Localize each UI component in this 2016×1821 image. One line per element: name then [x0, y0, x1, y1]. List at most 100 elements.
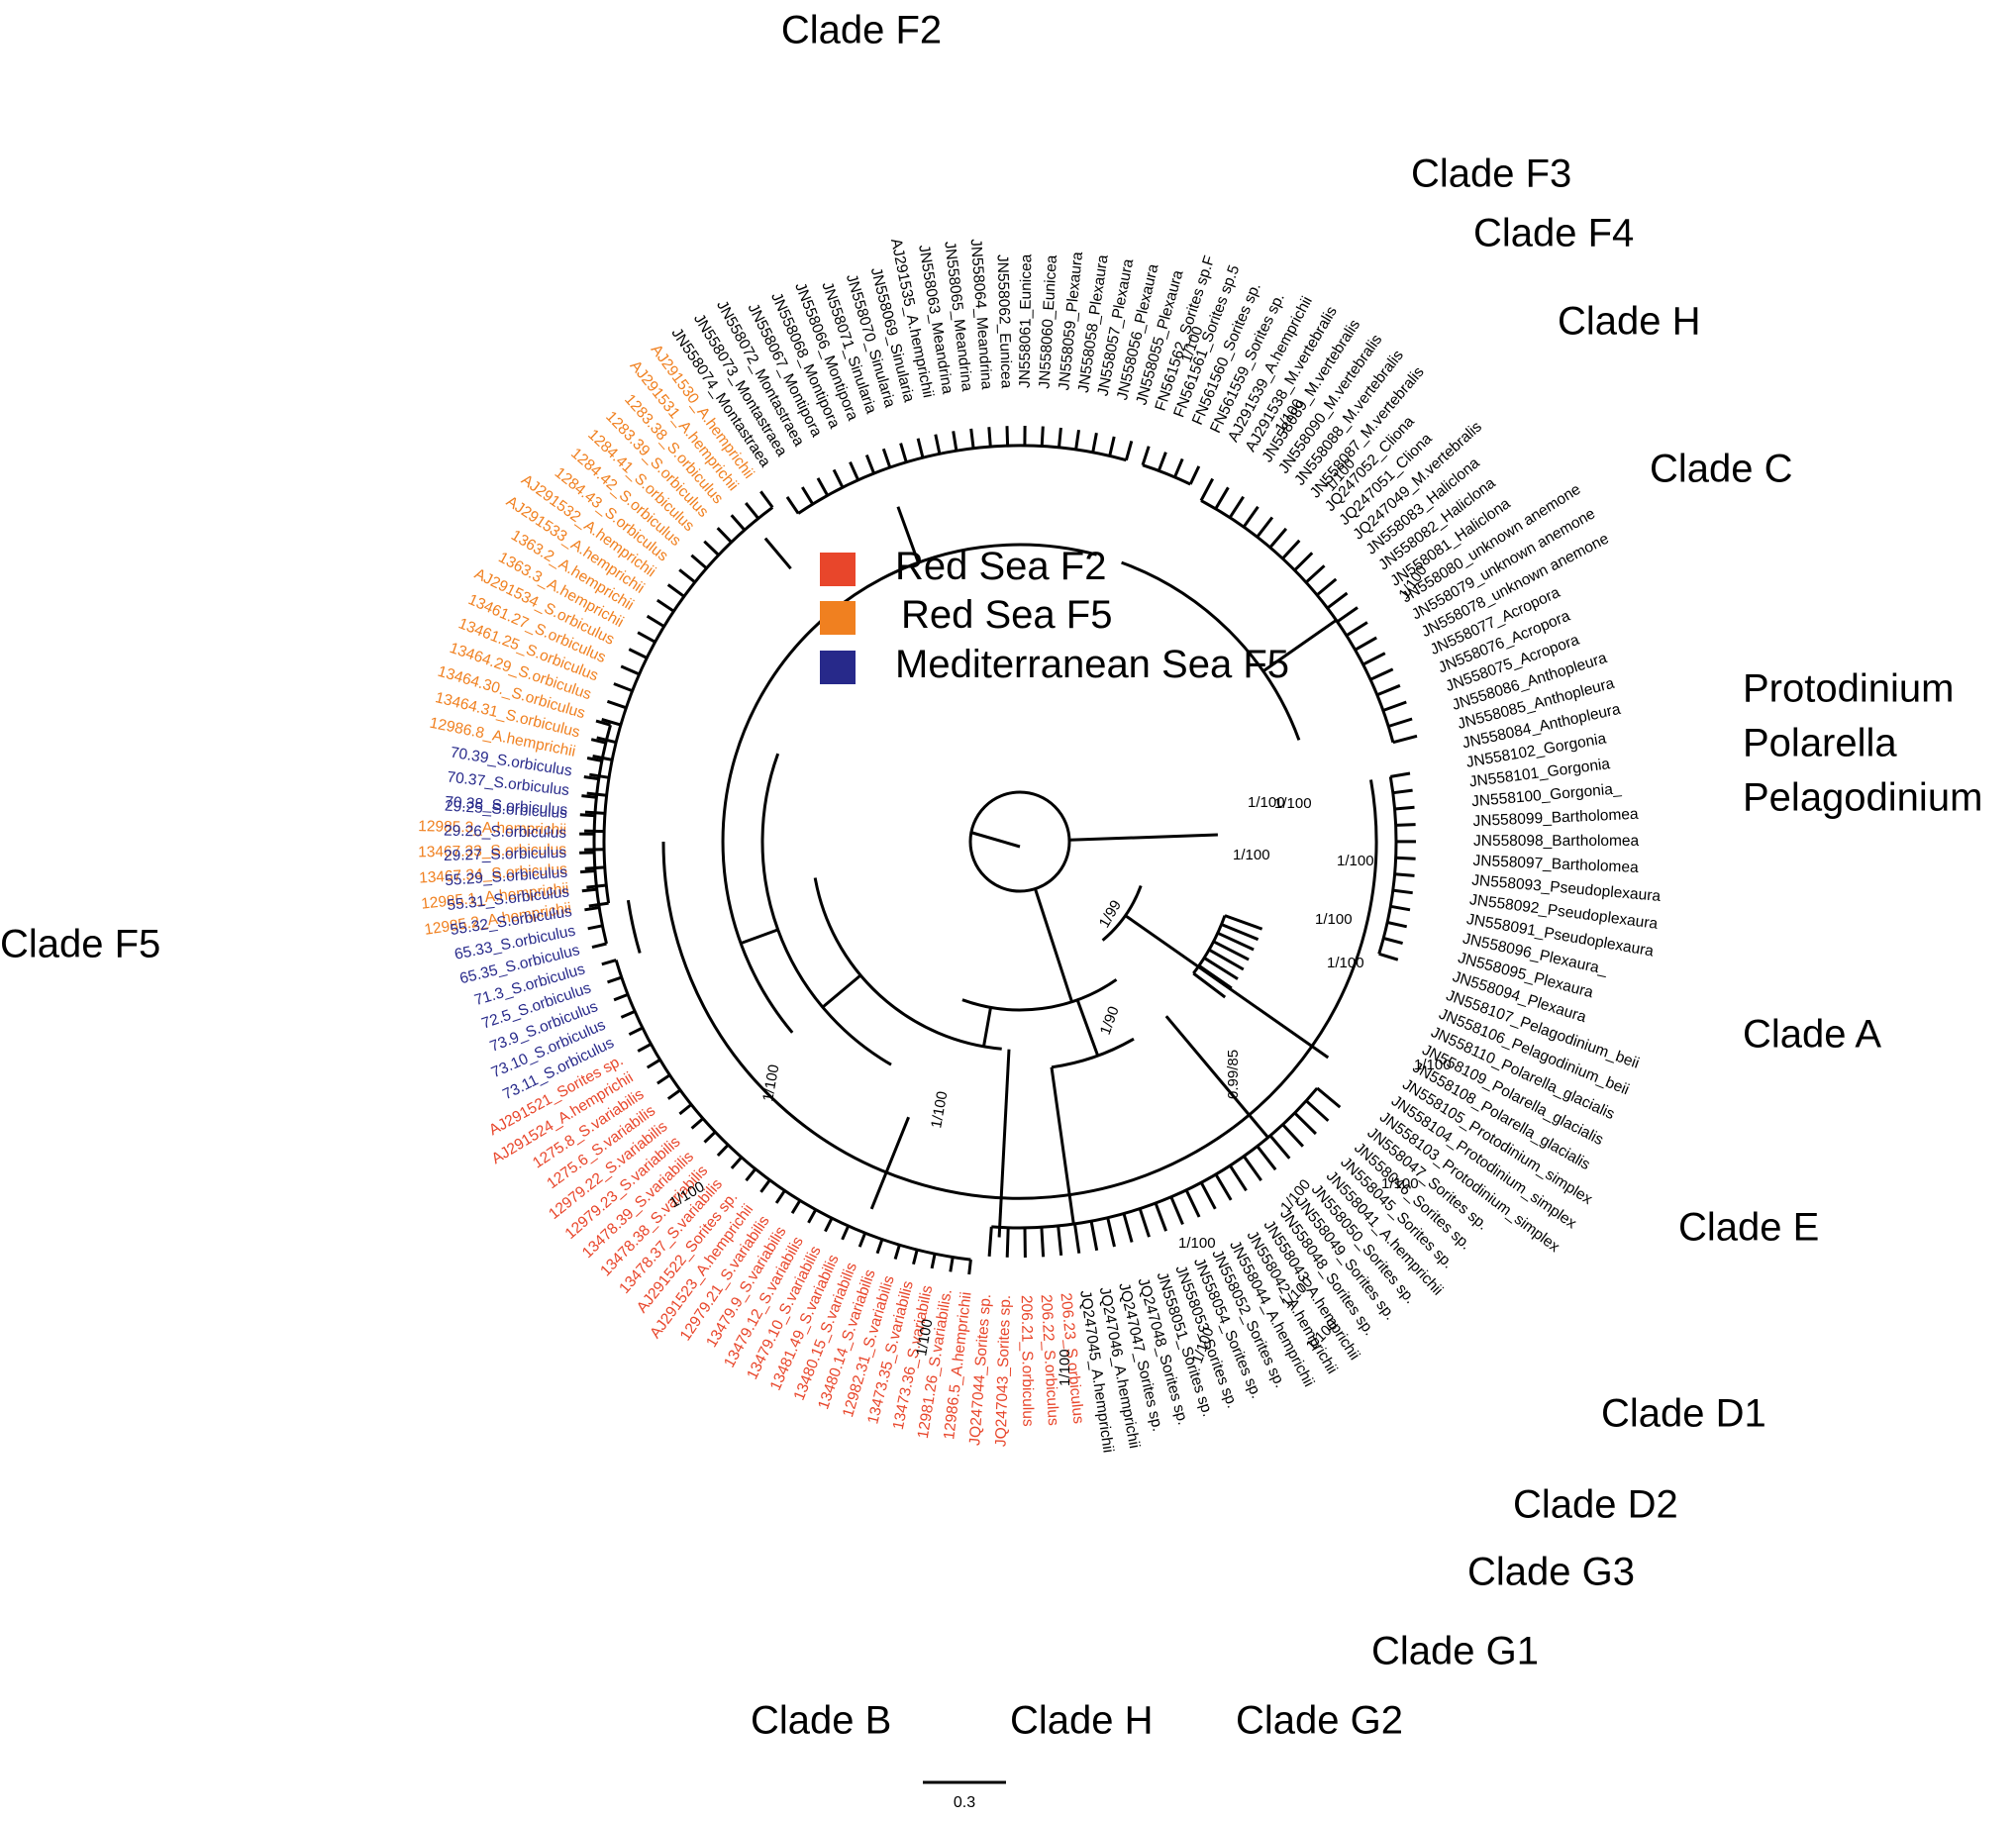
clade-label: Clade H	[1010, 1699, 1154, 1743]
branch-radial	[816, 477, 830, 497]
support-value: 1/100	[1178, 1235, 1216, 1252]
support-value: 0.99/85	[1225, 1050, 1242, 1099]
branch-radial	[581, 794, 597, 799]
clade-label: Clade F4	[1473, 212, 1634, 255]
branch-radial	[628, 1026, 644, 1037]
branch-radial	[1392, 888, 1413, 895]
branch-radial	[666, 1088, 681, 1100]
branch-radial	[1268, 1134, 1291, 1160]
branch-radial	[678, 568, 696, 584]
branch-radial	[613, 993, 629, 1002]
branch-radial	[1122, 1213, 1134, 1243]
branch-radial	[1074, 429, 1080, 451]
clade-label: Clade H	[1558, 300, 1701, 344]
support-value: 1/100	[1315, 911, 1353, 928]
branch-radial	[1068, 833, 1218, 842]
branch-radial	[1050, 1066, 1075, 1225]
branch-radial	[899, 443, 908, 463]
clade-label: Clade G3	[1467, 1551, 1635, 1594]
branch-arc	[592, 724, 612, 945]
branch-radial	[1169, 1196, 1184, 1225]
support-value: 1/100	[1381, 1175, 1419, 1192]
branch-radial	[1382, 700, 1407, 712]
branch-radial	[1229, 1164, 1248, 1192]
branch-radial	[703, 1131, 717, 1144]
branch-radial	[1058, 427, 1062, 449]
branch-radial	[1108, 436, 1116, 456]
clade-label: Clade A	[1743, 1013, 1881, 1057]
tip-label: 29.26_S.orbiculus	[444, 823, 567, 842]
support-value: 1/100	[1274, 795, 1312, 812]
clade-label: Clade B	[751, 1699, 891, 1743]
clade-label: Clade D1	[1601, 1392, 1766, 1436]
branch-radial	[1220, 923, 1260, 942]
support-value: 1/100	[1337, 853, 1374, 869]
support-value: 1/100	[1327, 955, 1364, 971]
legend-label-red-sea-f2: Red Sea F2	[895, 545, 1106, 588]
branch-radial	[1173, 457, 1184, 478]
branch-radial	[1005, 426, 1010, 447]
branch-radial	[1395, 856, 1416, 860]
branch-radial	[601, 718, 622, 727]
branch-radial	[1199, 1181, 1217, 1210]
legend-label-mediterranean-f5: Mediterranean Sea F5	[895, 643, 1289, 686]
legend: Red Sea F2 Red Sea F5 Mediterranean Sea …	[820, 545, 1289, 686]
branch-radial	[1141, 446, 1151, 466]
branch-radial	[1395, 823, 1416, 827]
branch-radial	[1034, 888, 1073, 1003]
clade-label: Clade G2	[1236, 1699, 1403, 1743]
branch-radial	[763, 537, 792, 570]
support-value: 1/90	[1097, 1004, 1123, 1037]
branch-radial	[637, 631, 656, 644]
branch-arc	[626, 899, 642, 954]
clade-label: Clade E	[1678, 1206, 1819, 1250]
branch-radial	[785, 496, 800, 515]
branch-radial	[949, 1257, 955, 1272]
legend-swatch-red-sea-f2	[820, 553, 856, 586]
clade-label: Protodinium	[1743, 667, 1954, 711]
branch-radial	[1075, 999, 1100, 1057]
branch-radial	[1212, 940, 1250, 961]
branch-radial	[1376, 683, 1401, 697]
branch-radial	[982, 1007, 992, 1048]
branch-arc	[602, 506, 774, 904]
branch-radial	[581, 887, 597, 893]
branch-radial	[774, 1189, 786, 1204]
branch-radial	[1005, 1227, 1010, 1258]
branch-radial	[1188, 465, 1201, 485]
support-value: 1/100	[1414, 1057, 1452, 1073]
branch-radial	[716, 527, 733, 544]
clade-label: Clade D2	[1513, 1483, 1678, 1527]
branch-arc	[1192, 915, 1227, 974]
tip-label: JN558062_Eunicea	[994, 254, 1015, 389]
branch-radial	[969, 428, 975, 449]
branch-arc	[721, 543, 1097, 1034]
branch-radial	[987, 1226, 993, 1258]
branch-radial	[1256, 1145, 1277, 1171]
branch-radial	[703, 540, 720, 556]
branch-arc	[813, 877, 1002, 1051]
branch-radial	[1040, 426, 1045, 447]
branch-radial	[893, 1244, 901, 1261]
tip-label: JN558099_Bartholomea	[1472, 806, 1639, 830]
tip-label: 206.21_S.orbiculus	[1018, 1295, 1037, 1427]
branch-radial	[1199, 477, 1215, 502]
branch-radial	[1293, 1111, 1317, 1136]
branch-radial	[1378, 952, 1399, 961]
branch-radial	[646, 1059, 661, 1069]
branch-arc	[1101, 884, 1143, 942]
tip-label: JQ247043_Sorites sp.	[993, 1295, 1015, 1448]
branch-arc	[1051, 1037, 1135, 1069]
legend-label-red-sea-f5: Red Sea F5	[901, 593, 1112, 637]
branch-radial	[1392, 788, 1413, 795]
branch-radial	[1164, 1015, 1269, 1139]
branch-radial	[1394, 872, 1415, 877]
branch-radial	[1192, 971, 1227, 999]
branch-radial	[1091, 432, 1098, 454]
clade-label: Polarella	[1743, 722, 1897, 765]
clade-label: Clade C	[1650, 448, 1793, 491]
branch-arc	[961, 978, 1118, 1012]
branch-radial	[1326, 591, 1349, 610]
branch-radial	[1268, 527, 1288, 549]
tip-label: 13467.33_S.orbiculus	[418, 842, 566, 861]
